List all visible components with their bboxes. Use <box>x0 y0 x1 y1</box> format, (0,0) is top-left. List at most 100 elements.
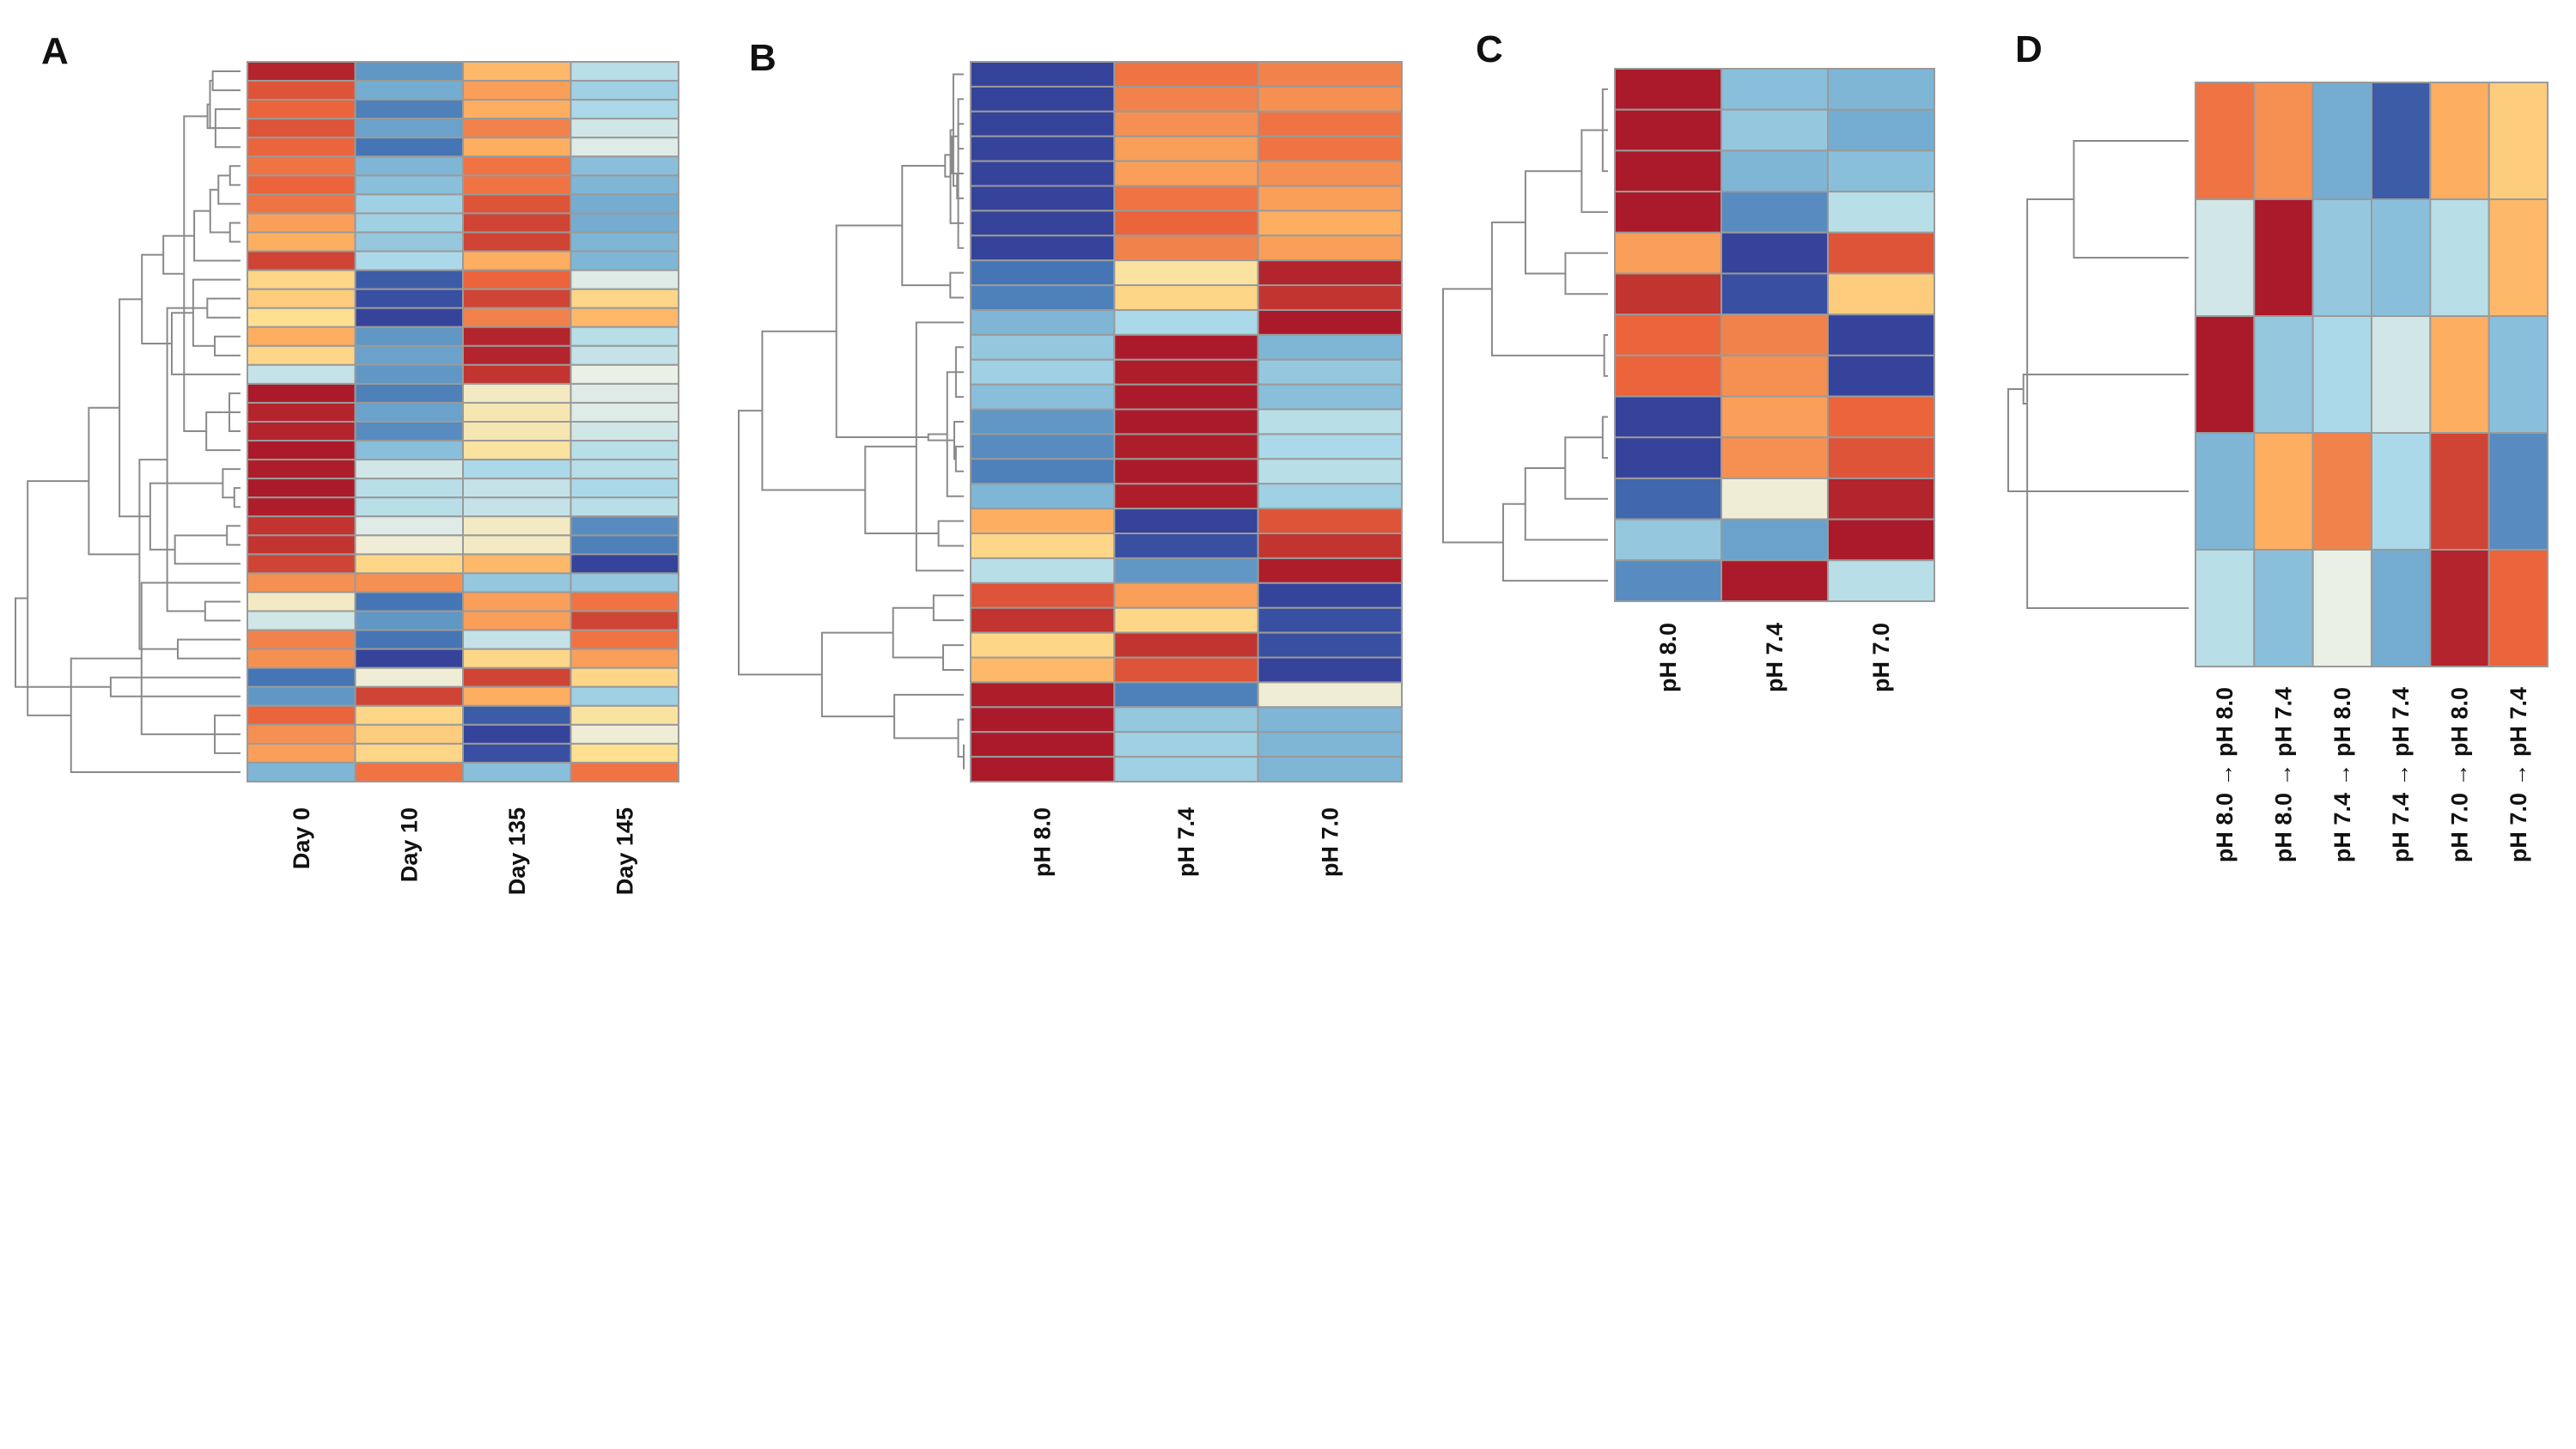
heatmap-cell <box>569 761 679 783</box>
heatmap-cell <box>462 326 572 347</box>
heatmap-cell <box>1113 581 1259 609</box>
panel-d-letter: D <box>2015 28 2043 70</box>
heatmap-cell <box>2253 432 2314 551</box>
heatmap-cell <box>970 606 1116 634</box>
panel-d-heatmap <box>2195 82 2549 667</box>
heatmap-cell <box>569 459 679 480</box>
dendrogram-branch <box>2073 140 2189 259</box>
heatmap-cell <box>354 99 464 120</box>
heatmap-cell <box>247 591 356 612</box>
heatmap-cell <box>247 572 356 594</box>
heatmap-cell <box>1257 259 1403 287</box>
heatmap-cell <box>354 193 464 215</box>
dendrogram-branch <box>2022 374 2189 405</box>
dendrogram-branch <box>119 298 150 518</box>
dendrogram-branch <box>222 468 241 499</box>
heatmap-cell <box>354 459 464 480</box>
dendrogram-branch <box>214 335 241 356</box>
heatmap-cell <box>247 326 356 347</box>
heatmap-cell <box>970 557 1116 584</box>
heatmap-cell <box>247 288 356 309</box>
heatmap-cell <box>462 496 572 518</box>
panel-a-dendrogram <box>15 70 241 773</box>
heatmap-cell <box>1827 436 1935 479</box>
heatmap-cell <box>354 610 464 631</box>
column-label: pH 8.0 <box>1030 807 1056 877</box>
heatmap-cell <box>1257 606 1403 634</box>
heatmap-cell <box>247 155 356 177</box>
column-label: Day 145 <box>612 807 637 895</box>
heatmap-cell <box>1113 85 1259 113</box>
heatmap-cell <box>247 704 356 726</box>
heatmap-cell <box>354 61 464 82</box>
heatmap-cell <box>1614 436 1722 479</box>
heatmap-cell <box>1720 108 1829 152</box>
heatmap-cell <box>569 80 679 101</box>
heatmap-cell <box>970 358 1116 386</box>
panel-a-column-labels: Day 0 Day 10 Day 135 Day 145 <box>289 807 638 895</box>
heatmap-cell <box>2195 315 2256 434</box>
heatmap-cell <box>569 704 679 726</box>
heatmap-cell <box>247 344 356 366</box>
heatmap-cell <box>970 160 1116 187</box>
heatmap-cell <box>569 534 679 556</box>
heatmap-cell <box>1113 135 1259 162</box>
panel-c: C pH 8.0 pH 7.4 pH 7.0 <box>1442 28 1935 692</box>
dendrogram-branch <box>1601 416 1608 460</box>
heatmap-cell <box>569 326 679 347</box>
heatmap-cell <box>1113 358 1259 386</box>
heatmap-cell <box>354 572 464 594</box>
column-label: pH 7.0 → pH 8.0 <box>2447 687 2473 862</box>
heatmap-cell <box>462 459 572 480</box>
heatmap-cell <box>2488 315 2549 434</box>
dendrogram-branch <box>915 321 964 572</box>
heatmap-cell <box>569 174 679 196</box>
heatmap-cell <box>354 401 464 423</box>
panel-d-dendrogram <box>2007 140 2189 609</box>
dendrogram-branch <box>932 594 964 622</box>
heatmap-cell <box>247 761 356 783</box>
panel-d-column-labels: pH 8.0 → pH 8.0 pH 8.0 → pH 7.4 pH 7.4 → p… <box>2212 687 2531 862</box>
heatmap-cell <box>462 610 572 631</box>
heatmap-cell <box>247 99 356 120</box>
heatmap-cell <box>1827 559 1935 602</box>
heatmap-cell <box>970 433 1116 460</box>
dendrogram-branch <box>937 520 964 547</box>
heatmap-cell <box>247 515 356 537</box>
heatmap-cell <box>1827 191 1935 234</box>
heatmap-cell <box>2195 549 2256 667</box>
heatmap-cell <box>247 401 356 423</box>
column-label: pH 7.0 <box>1317 807 1343 877</box>
heatmap-cell <box>970 756 1116 783</box>
heatmap-cell <box>970 61 1116 88</box>
heatmap-cell <box>247 231 356 253</box>
heatmap-cell <box>462 269 572 290</box>
heatmap-cell <box>462 137 572 158</box>
heatmap-cell <box>1614 395 1722 439</box>
heatmap-cell <box>970 234 1116 262</box>
heatmap-cell <box>569 212 679 234</box>
column-label: pH 7.4 → pH 8.0 <box>2329 687 2355 862</box>
heatmap-cell <box>1113 656 1259 684</box>
heatmap-cell <box>2311 315 2373 434</box>
dendrogram-branch <box>738 410 822 676</box>
heatmap-cell <box>970 333 1116 361</box>
heatmap-cell <box>462 174 572 196</box>
heatmap-cell <box>2311 549 2373 667</box>
heatmap-cell <box>569 99 679 120</box>
column-label: pH 7.4 <box>1762 623 1787 692</box>
heatmap-cell <box>569 307 679 328</box>
heatmap-cell <box>1113 606 1259 634</box>
heatmap-cell <box>1614 191 1722 234</box>
heatmap-cell <box>569 61 679 82</box>
heatmap-cell <box>569 231 679 253</box>
dendrogram-branch <box>162 234 195 275</box>
heatmap-cell <box>247 440 356 461</box>
heatmap-cell <box>1113 259 1259 287</box>
heatmap-cell <box>1113 383 1259 411</box>
heatmap-cell <box>970 110 1116 137</box>
heatmap-cell <box>1720 191 1829 234</box>
heatmap-cell <box>2429 432 2490 551</box>
heatmap-cell <box>354 723 464 745</box>
heatmap-cell <box>2253 315 2314 434</box>
